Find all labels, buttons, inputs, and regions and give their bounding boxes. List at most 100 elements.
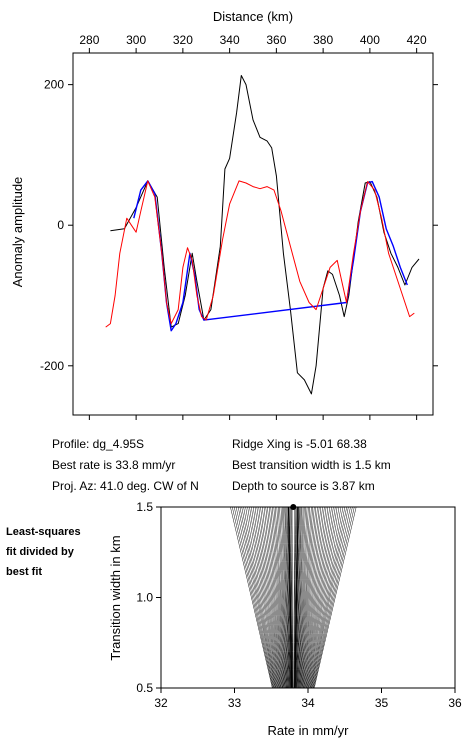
contour-line	[256, 507, 282, 688]
contour-line	[237, 507, 276, 688]
contour-line	[279, 507, 289, 688]
bottom-y-tick-label: 1.5	[136, 500, 153, 514]
anomaly-series-line	[133, 180, 408, 332]
bottom-x-tick-label: 32	[154, 696, 168, 710]
contour-line	[308, 507, 342, 688]
contour-line	[306, 507, 334, 688]
contour-line	[270, 507, 287, 688]
contour-line	[247, 507, 279, 688]
contour-line	[273, 507, 288, 688]
contour-line	[285, 507, 291, 688]
anomaly-profile-chart: 280 300 320 340 360 380 400 420 200 0 -200 Distan…	[10, 9, 438, 420]
bottom-y-tick-label: 1.0	[136, 591, 153, 605]
top-y-tick-label: 200	[44, 78, 64, 92]
contour-line	[298, 507, 309, 688]
top-y-axis-title: Anomaly amplitude	[10, 177, 25, 288]
contour-line	[301, 507, 318, 688]
contour-line	[287, 507, 293, 688]
contour-line	[283, 507, 291, 688]
top-x-tick-label: 340	[220, 33, 240, 47]
contour-line	[276, 507, 289, 688]
contour-line	[290, 507, 293, 688]
contour-line	[310, 507, 347, 688]
top-x-axis-title: Distance (km)	[213, 9, 293, 24]
contour-line	[286, 507, 292, 688]
contour-line	[312, 507, 353, 688]
bottom-x-tick-label: 36	[448, 696, 462, 710]
contour-line	[268, 507, 286, 688]
bottom-x-tick-label: 33	[228, 696, 242, 710]
projection-azimuth-label: Proj. Az: 41.0 deg. CW of N	[52, 479, 199, 493]
bottom-y-ticks: 0.5 1.0 1.5	[136, 500, 161, 695]
contour-line	[303, 507, 325, 688]
bottom-y-tick-label: 0.5	[136, 681, 153, 695]
contour-line	[304, 507, 329, 688]
top-x-tick-label: 280	[79, 33, 99, 47]
top-x-tick-label: 400	[360, 33, 380, 47]
contour-line	[296, 507, 304, 688]
contour-line	[293, 507, 296, 688]
contour-line	[299, 507, 312, 688]
contour-line	[282, 507, 290, 688]
contour-line	[307, 507, 338, 688]
bottom-x-ticks: 32 33 34 35 36	[154, 688, 462, 710]
best-rate-label: Best rate is 33.8 mm/yr	[52, 458, 176, 472]
side-note-line: best fit	[6, 566, 43, 578]
side-note: Least-squares fit divided by best fit	[6, 522, 81, 582]
contour-line	[309, 507, 344, 688]
contour-line	[245, 507, 278, 688]
contour-line	[287, 507, 292, 688]
bottom-x-tick-label: 34	[301, 696, 315, 710]
top-x-tick-label: 320	[173, 33, 193, 47]
contour-line	[280, 507, 290, 688]
contour-line	[302, 507, 322, 688]
anomaly-series-line	[110, 75, 420, 395]
top-y-ticks: 200 0 -200	[40, 78, 438, 373]
ridge-crossing-label: Ridge Xing is -5.01 68.38	[232, 437, 367, 451]
profile-label: Profile: dg_4.95S	[52, 437, 145, 451]
contour-line	[230, 507, 273, 688]
anomaly-series-line	[105, 180, 415, 328]
top-x-tick-label: 360	[266, 33, 286, 47]
contour-line	[252, 507, 281, 688]
contour-line	[295, 507, 302, 688]
contour-line	[254, 507, 281, 688]
contour-lines	[230, 507, 357, 688]
top-plot-frame	[72, 52, 434, 416]
contour-line	[235, 507, 275, 688]
contour-line	[263, 507, 284, 688]
contour-line	[312, 507, 351, 688]
contour-line	[297, 507, 308, 688]
contour-line	[295, 507, 303, 688]
contour-line	[277, 507, 289, 688]
contour-line	[284, 507, 291, 688]
contour-line	[296, 507, 305, 688]
contour-line	[307, 507, 336, 688]
best-transition-label: Best transition width is 1.5 km	[232, 458, 391, 472]
contour-line	[300, 507, 315, 688]
contour-line	[305, 507, 332, 688]
top-y-tick-label: -200	[40, 359, 64, 373]
top-x-tick-label: 380	[313, 33, 333, 47]
least-squares-contour-chart: 32 33 34 35 36 0.5 1.0 1.5 Rate in mm/yr Trans…	[108, 500, 462, 738]
contour-line	[267, 507, 285, 688]
contour-line	[297, 507, 306, 688]
contour-line	[239, 507, 276, 688]
contour-line	[290, 507, 293, 688]
bottom-x-tick-label: 35	[375, 696, 389, 710]
contour-line	[302, 507, 323, 688]
contour-line	[311, 507, 349, 688]
contour-line	[314, 507, 357, 688]
contour-line	[295, 507, 301, 688]
contour-line	[298, 507, 311, 688]
contour-line	[243, 507, 277, 688]
contour-line	[308, 507, 340, 688]
contour-line	[313, 507, 355, 688]
contour-line	[301, 507, 320, 688]
contour-line	[258, 507, 283, 688]
contour-line	[303, 507, 327, 688]
side-note-line: fit divided by	[6, 546, 74, 558]
contour-line	[233, 507, 274, 688]
contour-line	[310, 507, 346, 688]
